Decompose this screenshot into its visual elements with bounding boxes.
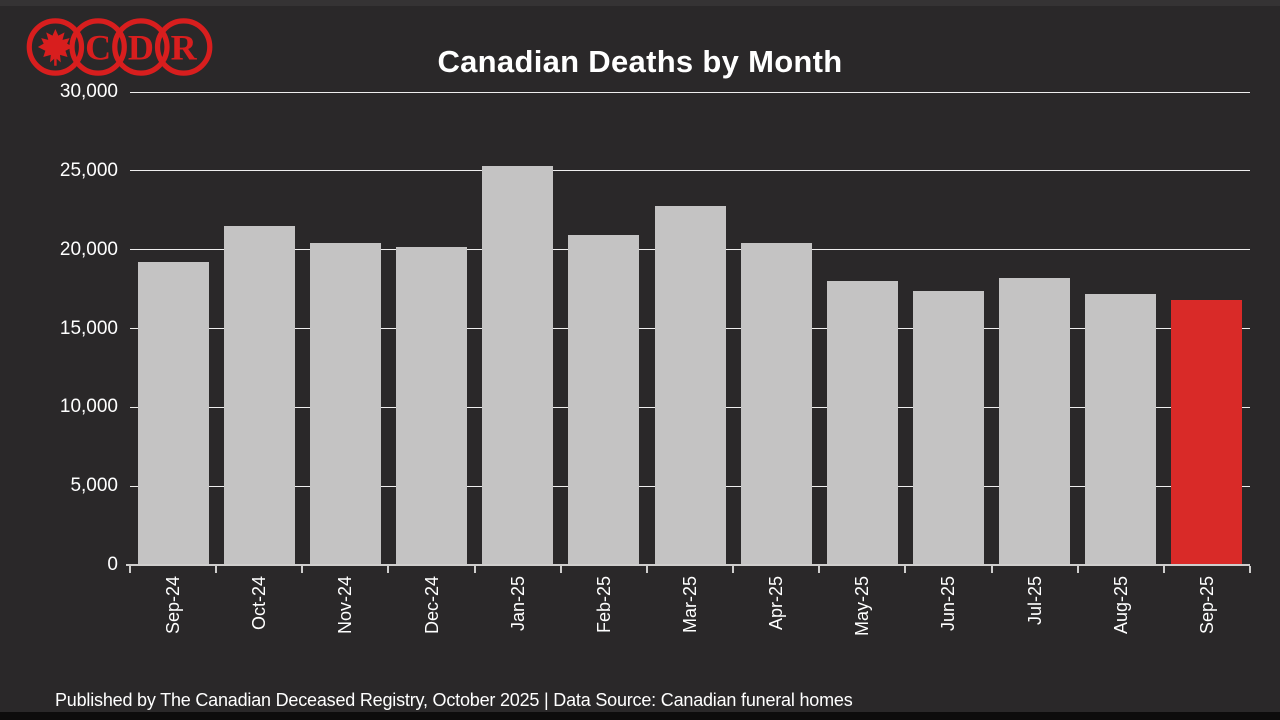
x-axis-line bbox=[126, 564, 1250, 566]
logo-ring-4 bbox=[154, 18, 213, 76]
x-axis-tick bbox=[645, 566, 648, 573]
x-axis-tick bbox=[732, 566, 735, 573]
x-tick-label: Sep-25 bbox=[1196, 576, 1217, 635]
x-axis-tick bbox=[559, 566, 562, 573]
y-tick-label: 0 bbox=[107, 554, 118, 575]
bar-jan-25 bbox=[482, 166, 554, 565]
x-axis-tick bbox=[818, 566, 821, 573]
bar-apr-25 bbox=[740, 243, 812, 565]
bar-feb-25 bbox=[568, 235, 640, 565]
footer-text: Published by The Canadian Deceased Regis… bbox=[55, 690, 853, 710]
x-axis-tick bbox=[1249, 566, 1251, 573]
y-tick-label: 20,000 bbox=[59, 238, 118, 260]
x-tick-label: Oct-24 bbox=[249, 576, 270, 631]
y-tick-label: 25,000 bbox=[59, 159, 118, 181]
logo-letter-r: R bbox=[171, 27, 198, 67]
y-tick-label: 10,000 bbox=[59, 396, 118, 418]
x-tick-label: Nov-24 bbox=[335, 576, 356, 635]
bar-sep-25 bbox=[1171, 300, 1243, 565]
y-tick-label: 30,000 bbox=[59, 81, 118, 102]
x-tick-label: Apr-25 bbox=[766, 576, 787, 631]
bar-dec-24 bbox=[396, 246, 468, 565]
x-tick-label: Jul-25 bbox=[1024, 576, 1045, 626]
logo-ring-3 bbox=[112, 18, 170, 76]
x-tick-label: Sep-24 bbox=[163, 576, 184, 635]
bar-mar-25 bbox=[654, 205, 726, 565]
x-axis-tick bbox=[129, 566, 131, 573]
x-tick-label: May-25 bbox=[852, 576, 873, 637]
logo-letter-d: D bbox=[128, 27, 154, 67]
x-tick-label: Jun-25 bbox=[938, 576, 959, 632]
y-tick-label: 5,000 bbox=[70, 475, 118, 497]
bar-jun-25 bbox=[912, 290, 984, 565]
logo-ring-1 bbox=[26, 18, 85, 76]
x-axis-tick bbox=[990, 566, 993, 573]
cdr-logo: C D R bbox=[26, 18, 213, 76]
x-tick-label: Jan-25 bbox=[507, 576, 528, 632]
bottom-strip bbox=[0, 712, 1280, 720]
x-axis-tick bbox=[215, 566, 218, 573]
y-tick-label: 15,000 bbox=[59, 317, 118, 339]
bar-oct-24 bbox=[223, 226, 295, 565]
maple-leaf-icon bbox=[37, 28, 73, 66]
gridline bbox=[130, 170, 1250, 172]
x-axis-tick bbox=[904, 566, 907, 573]
x-axis-tick bbox=[1162, 566, 1165, 573]
x-tick-label: Feb-25 bbox=[593, 576, 614, 634]
x-tick-label: Dec-24 bbox=[421, 576, 442, 635]
bar-aug-25 bbox=[1085, 293, 1157, 565]
bar-jul-25 bbox=[999, 278, 1071, 565]
top-edge bbox=[0, 0, 1280, 6]
x-axis-tick bbox=[473, 566, 476, 573]
logo-letter-c: C bbox=[85, 27, 111, 67]
x-tick-label: Aug-25 bbox=[1110, 576, 1131, 635]
chart-title: Canadian Deaths by Month bbox=[437, 44, 843, 79]
x-axis-tick bbox=[1076, 566, 1079, 573]
bar-may-25 bbox=[826, 281, 898, 565]
bar-nov-24 bbox=[309, 243, 381, 565]
bar-sep-24 bbox=[137, 262, 209, 565]
x-axis-tick bbox=[301, 566, 304, 573]
x-tick-label: Mar-25 bbox=[680, 576, 700, 634]
gridline bbox=[130, 91, 1250, 93]
x-axis-tick bbox=[387, 566, 390, 573]
